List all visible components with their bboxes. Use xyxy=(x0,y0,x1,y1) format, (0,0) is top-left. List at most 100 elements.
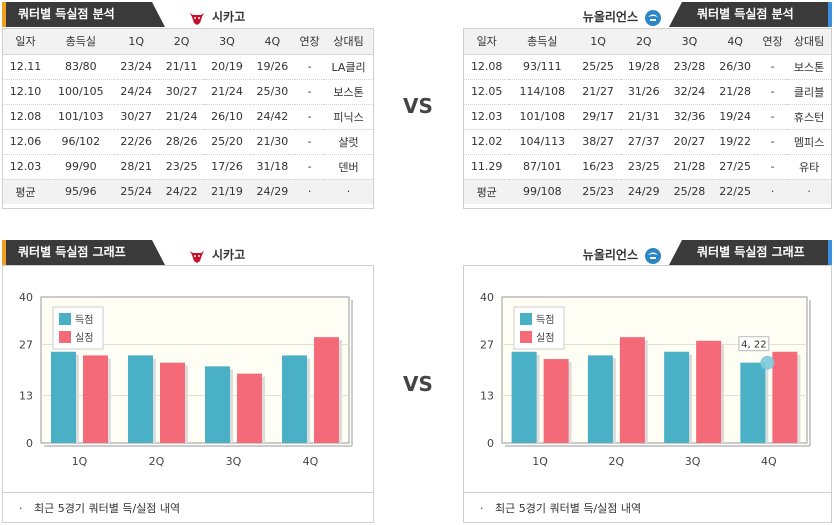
table-cell: - xyxy=(295,129,325,155)
bar-scored xyxy=(587,355,613,443)
legend-swatch xyxy=(520,331,532,343)
table-cell: 25/30 xyxy=(249,79,296,105)
right-footer-note: · 최근 5경기 쿼터별 득/실점 내역 xyxy=(464,492,831,525)
bar-allowed xyxy=(696,340,722,443)
y-tick-label: 40 xyxy=(19,291,33,304)
right-team-label: 뉴올리언스 xyxy=(583,5,662,30)
table-cell: 104/113 xyxy=(509,129,576,155)
right-footer-text: 최근 5경기 쿼터별 득/실점 내역 xyxy=(495,502,642,515)
table-cell: · xyxy=(295,179,325,204)
left-graph-team-label: 시카고 xyxy=(188,243,245,268)
table-cell: 12.08 xyxy=(464,54,510,80)
table-row: 11.29 87/101 16/23 23/25 21/28 27/25- 유타 xyxy=(464,154,831,180)
column-header: 3Q xyxy=(204,29,250,55)
table-cell: 19/26 xyxy=(249,54,296,80)
table-cell: - xyxy=(295,154,325,180)
table-cell: 20/27 xyxy=(666,129,713,155)
table-cell: 22/25 xyxy=(712,179,758,204)
table-cell: 100/105 xyxy=(48,79,114,105)
left-graph-team-name: 시카고 xyxy=(212,248,246,262)
column-header: 일자 xyxy=(464,29,510,55)
table-cell: · xyxy=(758,179,788,204)
table-cell: 17/26 xyxy=(204,154,250,180)
right-graph-title: 쿼터별 득실점 그래프 xyxy=(697,245,805,259)
table-cell: - xyxy=(758,154,788,180)
table-cell: 23/24 xyxy=(113,54,159,80)
column-header: 상대팀 xyxy=(787,29,831,55)
column-header: 총득실 xyxy=(509,29,576,55)
y-tick-label: 13 xyxy=(480,390,494,403)
column-header: 4Q xyxy=(712,29,758,55)
table-cell: 93/111 xyxy=(509,54,576,80)
table-cell: 21/24 xyxy=(158,104,205,130)
table-cell: 24/22 xyxy=(158,179,205,204)
legend-label: 실점 xyxy=(75,332,93,344)
left-footer-note: · 최근 5경기 쿼터별 득/실점 내역 xyxy=(3,492,373,525)
y-tick-label: 0 xyxy=(487,437,494,450)
bar-scored xyxy=(664,351,690,443)
left-graph-header: 쿼터별 득실점 그래프 xyxy=(2,240,165,265)
table-cell: 보스톤 xyxy=(324,79,373,105)
legend-swatch xyxy=(520,313,532,325)
table-cell: 29/17 xyxy=(575,104,621,130)
table-cell: 38/27 xyxy=(575,129,621,155)
table-cell: 95/96 xyxy=(48,179,114,204)
left-chart-panel: 0 13 27 40 1Q 2Q 3Q 4Q 득점 실점 · 최근 5경기 쿼터별 득/실점 내역 xyxy=(2,265,374,523)
left-analysis-header: 쿼터별 득실점 분석 xyxy=(2,2,165,27)
left-analysis-title: 쿼터별 득실점 분석 xyxy=(18,7,115,21)
bulls-logo-icon xyxy=(190,12,204,25)
table-cell: 19/24 xyxy=(712,104,758,130)
table-cell: 30/27 xyxy=(158,79,205,105)
left-stats-table: 일자 총득실 1Q 2Q 3Q 4Q 연장 상대팀 12.11 83/80 23/24 21/11 20… xyxy=(2,28,374,209)
table-cell: 12.02 xyxy=(464,129,510,155)
x-tick-label: 1Q xyxy=(72,455,88,468)
right-graph-team-name: 뉴올리언스 xyxy=(582,248,638,262)
table-cell: LA클리 xyxy=(324,54,373,80)
table-cell: 25/20 xyxy=(204,129,250,155)
y-tick-label: 13 xyxy=(19,390,33,403)
x-tick-label: 2Q xyxy=(609,455,625,468)
pelicans-logo-icon xyxy=(645,9,661,26)
table-cell: 보스톤 xyxy=(787,54,831,80)
left-average-row: 평균 95/96 25/24 24/22 21/19 24/29 · · xyxy=(3,179,373,204)
column-header: 연장 xyxy=(295,29,325,55)
right-team-name: 뉴올리언스 xyxy=(582,10,638,24)
table-cell: - xyxy=(758,54,788,80)
table-row: 12.08 101/103 30/27 21/24 26/10 24/42- 피닉스 xyxy=(3,104,373,130)
table-cell: 유타 xyxy=(787,154,831,180)
table-cell: 101/108 xyxy=(509,104,576,130)
table-cell: 30/27 xyxy=(113,104,159,130)
table-cell: 21/31 xyxy=(620,104,667,130)
table-cell: 32/36 xyxy=(666,104,713,130)
legend-swatch xyxy=(59,313,71,325)
table-cell: - xyxy=(758,104,788,130)
bar-allowed xyxy=(314,337,339,443)
table-cell: 26/30 xyxy=(712,54,758,80)
table-cell: 25/23 xyxy=(575,179,621,204)
table-cell: · xyxy=(324,179,373,204)
bar-scored xyxy=(740,362,766,443)
right-analysis-title: 쿼터별 득실점 분석 xyxy=(697,7,794,21)
table-cell: · xyxy=(787,179,831,204)
y-tick-label: 27 xyxy=(19,338,33,351)
bar-allowed xyxy=(772,351,798,443)
tooltip-box xyxy=(738,336,770,352)
tooltip-text: 4, 22 xyxy=(741,340,766,351)
table-cell: 휴스턴 xyxy=(787,104,831,130)
table-cell: 83/80 xyxy=(48,54,114,80)
column-header: 총득실 xyxy=(48,29,114,55)
table-row: 12.03 99/90 28/21 23/25 17/26 31/18- 덴버 xyxy=(3,154,373,180)
right-chart-panel: 0 13 27 40 1Q 2Q 3Q 4Q 득점 실점 4, 22 · 최근 5경기 쿼터별 득/… xyxy=(463,265,832,523)
table-cell: 평균 xyxy=(3,179,49,204)
table-cell: 12.03 xyxy=(3,154,49,180)
y-tick-label: 40 xyxy=(480,291,494,304)
table-cell: 23/28 xyxy=(666,54,713,80)
bulls-logo-icon xyxy=(190,250,204,263)
legend-label: 득점 xyxy=(536,314,554,326)
bar-scored xyxy=(511,351,537,443)
table-cell: 31/26 xyxy=(620,79,667,105)
table-cell: 12.06 xyxy=(3,129,49,155)
table-cell: 12.08 xyxy=(3,104,49,130)
table-cell: - xyxy=(295,104,325,130)
column-header: 1Q xyxy=(113,29,159,55)
